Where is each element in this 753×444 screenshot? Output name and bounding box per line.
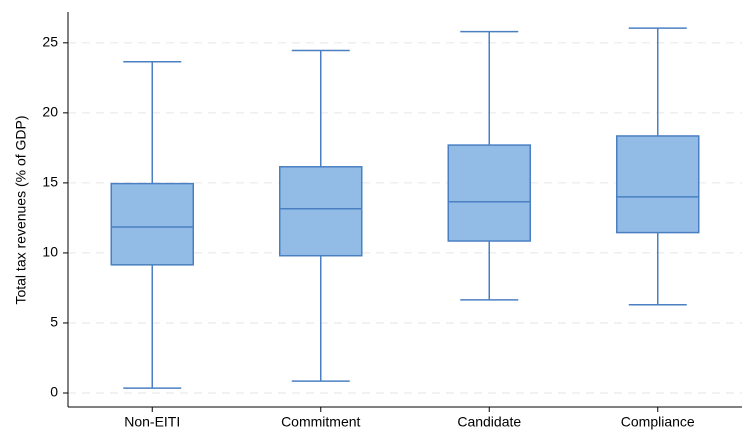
y-tick-label: 5 [50,314,58,330]
box [110,182,194,266]
y-tick-label: 15 [42,174,58,190]
box [447,144,531,242]
y-tick-label: 10 [42,244,58,260]
box [279,166,363,257]
x-tick-label: Non-EITI [124,414,180,430]
y-axis-label: Total tax revenues (% of GDP) [13,115,29,304]
y-tick-label: 0 [50,384,58,400]
x-tick-label: Compliance [621,414,695,430]
x-tick-label: Commitment [281,414,360,430]
box [616,135,700,234]
y-tick-label: 25 [42,34,58,50]
y-tick-label: 20 [42,104,58,120]
x-tick-label: Candidate [457,414,521,430]
